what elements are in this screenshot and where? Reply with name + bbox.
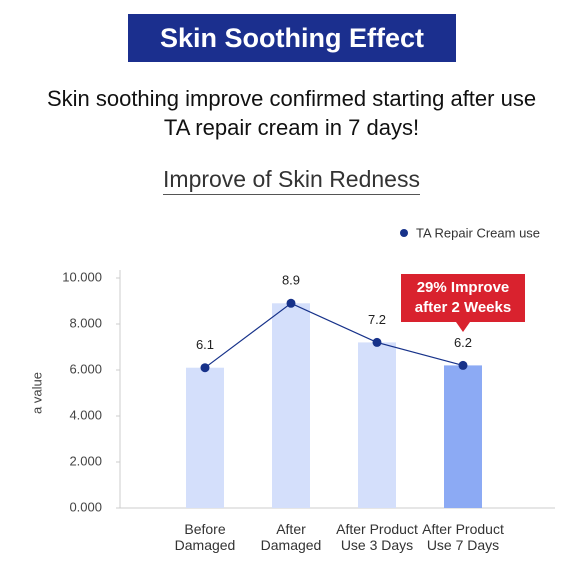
x-tick-label: After Product Use 7 Days <box>422 521 504 553</box>
badge: Skin Soothing Effect <box>128 14 456 62</box>
point <box>372 337 382 347</box>
legend-label: TA Repair Cream use <box>416 225 540 240</box>
chart-title: Improve of Skin Redness <box>163 166 420 195</box>
data-label: 8.9 <box>282 273 300 288</box>
y-tick-label: 2.000 <box>69 453 102 468</box>
data-label: 6.2 <box>454 335 472 350</box>
y-tick-label: 4.000 <box>69 407 102 422</box>
data-label: 7.2 <box>368 312 386 327</box>
y-tick-label: 0.000 <box>69 499 102 514</box>
line <box>204 302 464 369</box>
x-tick-label: After Damaged <box>260 521 322 553</box>
y-tick-label: 10.000 <box>62 269 102 284</box>
y-tick-label: 8.000 <box>69 315 102 330</box>
point <box>458 360 468 370</box>
subtitle: Skin soothing improve confirmed starting… <box>46 86 537 140</box>
x-tick-label: After Product Use 3 Days <box>336 521 418 553</box>
point <box>286 298 296 308</box>
y-axis-label: a value <box>29 372 44 414</box>
x-tick-label: Before Damaged <box>174 521 236 553</box>
bar <box>272 303 310 508</box>
data-label: 6.1 <box>196 337 214 352</box>
bar <box>358 342 396 508</box>
title-wrap: Improve of Skin Redness <box>0 166 583 195</box>
annotation: 29% Improve after 2 Weeks <box>401 274 525 322</box>
bar <box>186 367 224 508</box>
point <box>200 363 210 373</box>
callout-pointer <box>456 322 470 332</box>
legend-marker <box>400 229 408 237</box>
bar <box>444 365 482 508</box>
y-tick-label: 6.000 <box>69 361 102 376</box>
